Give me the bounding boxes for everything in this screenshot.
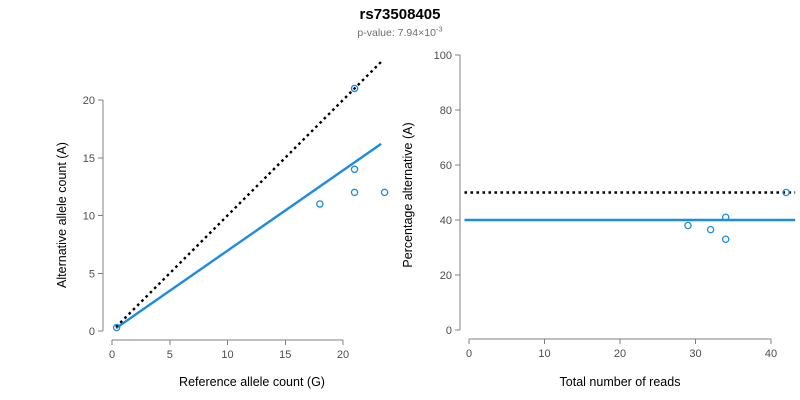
right-panel: 0 10 20 30 40 0 20 40 60 80 100 Total number of re… bbox=[401, 50, 796, 389]
y-tick-label: 20 bbox=[440, 270, 452, 282]
right-data-layer bbox=[464, 188, 796, 243]
y-tick-label: 80 bbox=[440, 105, 452, 117]
y-tick-label: 15 bbox=[83, 153, 95, 165]
y-tick-label: 10 bbox=[83, 211, 95, 223]
right-y-axis-title: Percentage alternative (A) bbox=[401, 122, 415, 267]
data-point bbox=[350, 84, 359, 93]
data-point bbox=[316, 200, 324, 208]
data-point bbox=[782, 188, 790, 197]
left-x-axis-title: Reference allele count (G) bbox=[179, 375, 325, 389]
data-point bbox=[684, 221, 692, 230]
data-point bbox=[350, 165, 359, 174]
left-panel: 0 5 10 15 20 0 5 10 15 20 Reference allele count … bbox=[55, 61, 389, 389]
data-point bbox=[112, 323, 121, 332]
x-tick-label: 15 bbox=[279, 349, 291, 361]
x-tick-label: 5 bbox=[167, 349, 173, 361]
x-tick-label: 10 bbox=[221, 349, 233, 361]
regression-fit-line bbox=[115, 142, 382, 330]
identity-reference-line bbox=[115, 61, 382, 328]
data-point bbox=[350, 188, 359, 197]
y-tick-label: 60 bbox=[440, 160, 452, 172]
left-data-layer bbox=[112, 61, 389, 332]
y-tick-label: 20 bbox=[83, 95, 95, 107]
x-tick-label: 10 bbox=[538, 348, 550, 360]
y-tick-label: 100 bbox=[434, 50, 452, 62]
y-tick-label: 40 bbox=[440, 215, 452, 227]
right-axes: 0 10 20 30 40 0 20 40 60 80 100 bbox=[434, 50, 777, 360]
x-tick-label: 0 bbox=[466, 348, 472, 360]
y-tick-label: 0 bbox=[446, 325, 452, 337]
data-point bbox=[380, 188, 389, 197]
y-tick-label: 0 bbox=[89, 326, 95, 338]
y-tick-label: 5 bbox=[89, 268, 95, 280]
x-tick-label: 20 bbox=[614, 348, 626, 360]
x-tick-label: 40 bbox=[765, 348, 777, 360]
x-tick-label: 30 bbox=[689, 348, 701, 360]
x-tick-label: 0 bbox=[109, 349, 115, 361]
left-y-axis-title: Alternative allele count (A) bbox=[55, 142, 69, 288]
data-point bbox=[721, 213, 730, 221]
data-point bbox=[721, 235, 730, 243]
right-x-axis-title: Total number of reads bbox=[560, 375, 681, 389]
data-point bbox=[706, 225, 715, 234]
left-axes: 0 5 10 15 20 0 5 10 15 20 bbox=[83, 95, 349, 361]
x-tick-label: 20 bbox=[337, 349, 349, 361]
